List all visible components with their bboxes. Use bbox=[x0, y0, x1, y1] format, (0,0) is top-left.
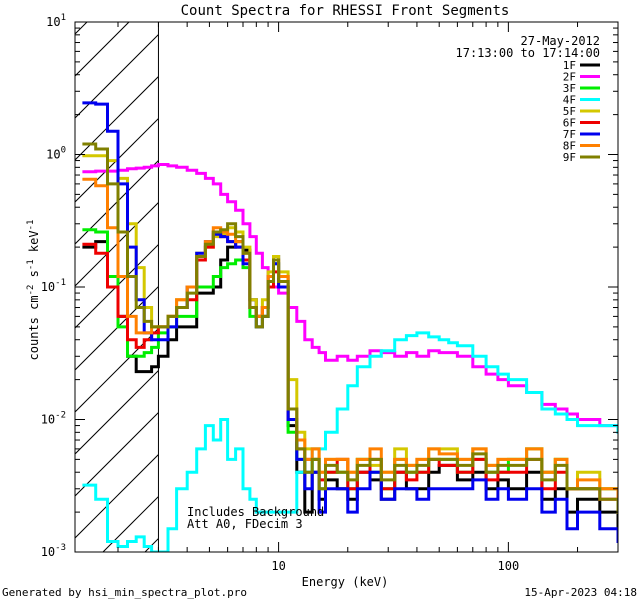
legend-label-5F: 5F bbox=[563, 105, 576, 118]
legend-label-6F: 6F bbox=[563, 117, 576, 130]
series-line-1F bbox=[82, 240, 618, 531]
x-axis-label: Energy (keV) bbox=[302, 575, 389, 589]
legend-label-1F: 1F bbox=[563, 59, 576, 72]
legend-label-3F: 3F bbox=[563, 82, 576, 95]
y-tick-label: 10-1 bbox=[41, 278, 66, 294]
hatch-line bbox=[75, 22, 214, 161]
y-axis: 101 100 10-1 10-2 10-3 bbox=[41, 13, 618, 559]
x-axis: 10 100 bbox=[117, 22, 619, 573]
legend-label-8F: 8F bbox=[563, 140, 576, 153]
date-label: 27-May-2012 bbox=[521, 34, 600, 48]
legend-label-2F: 2F bbox=[563, 71, 576, 84]
y-tick-label: 101 bbox=[46, 13, 66, 29]
hatch-line bbox=[75, 22, 172, 119]
y-axis-label: counts cm-2 s-1 keV-1 bbox=[26, 220, 41, 361]
legend-label-4F: 4F bbox=[563, 94, 576, 107]
legend-label-7F: 7F bbox=[563, 128, 576, 141]
series-layer bbox=[82, 101, 618, 552]
y-tick-label: 10-2 bbox=[41, 411, 66, 427]
x-tick-label: 100 bbox=[498, 559, 520, 573]
series-line-9F bbox=[82, 142, 618, 514]
time-range-label: 17:13:00 to 17:14:00 bbox=[456, 46, 601, 60]
annotation-line-2: Att A0, FDecim 3 bbox=[187, 517, 303, 531]
y-tick-label: 10-3 bbox=[41, 543, 66, 559]
footer-timestamp: 15-Apr-2023 04:18 bbox=[524, 586, 637, 599]
y-tick-label: 100 bbox=[46, 146, 66, 162]
generated-by-label: Generated by hsi_min_spectra_plot.pro bbox=[2, 586, 247, 599]
legend-label-9F: 9F bbox=[563, 151, 576, 164]
annotation-line-1: Includes Background bbox=[187, 505, 324, 519]
chart-title: Count Spectra for RHESSI Front Segments bbox=[181, 3, 510, 19]
series-line-2F bbox=[82, 163, 618, 434]
hatch-line bbox=[0, 22, 45, 552]
series-line-4F bbox=[82, 331, 618, 552]
x-tick-label: 10 bbox=[271, 559, 285, 573]
